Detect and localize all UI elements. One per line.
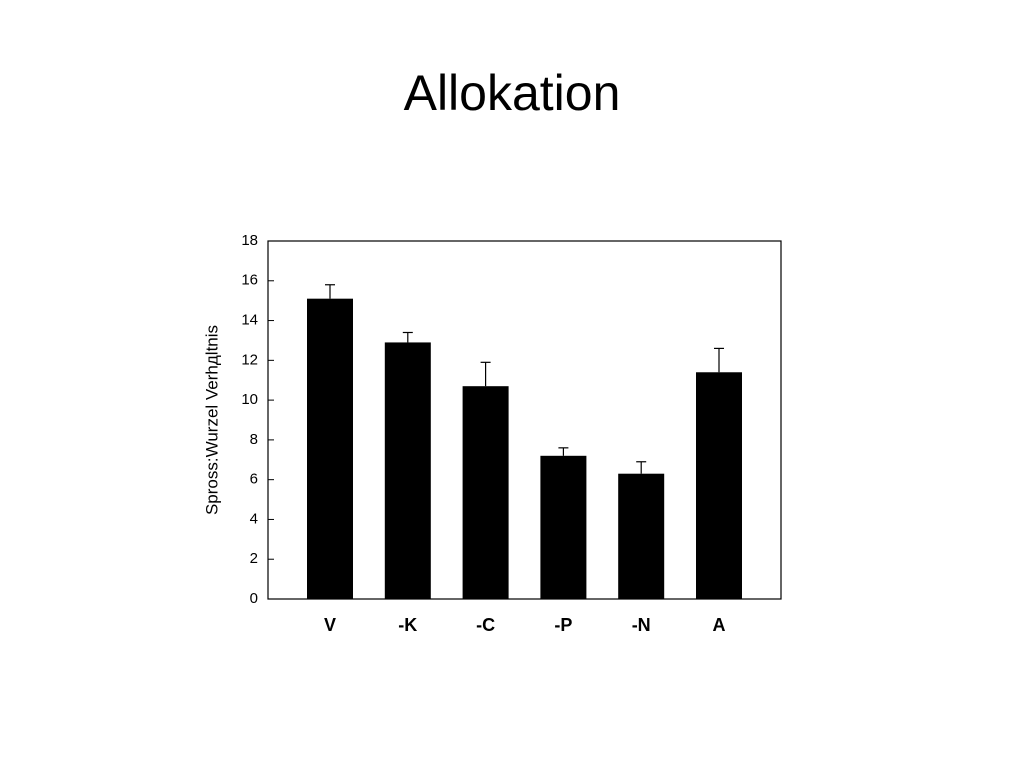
x-tick-label: -P [554,615,572,635]
y-tick-label: 0 [250,590,258,607]
y-tick-label: 18 [241,232,258,249]
bar [307,298,353,599]
y-tick-label: 16 [241,272,258,289]
y-tick-label: 2 [250,550,258,567]
y-tick-label: 10 [241,391,258,408]
bar [384,342,431,599]
x-tick-label: -N [632,615,651,635]
bar [618,473,665,599]
y-tick-label: 12 [241,351,258,368]
y-tick-label: 6 [250,471,258,488]
x-tick-label: V [324,615,336,635]
x-tick-label: -K [398,615,417,635]
bar [540,455,587,599]
plot-frame [267,240,782,600]
bar [696,372,742,599]
y-axis-label: Spross:Wurzel Verhдltnis [202,325,221,515]
y-tick-label: 4 [250,510,258,527]
y-tick-label: 14 [241,312,258,329]
bar [462,386,509,599]
y-tick-label: 8 [250,431,258,448]
chart-title: Allokation [404,65,621,121]
x-tick-label: A [713,615,726,635]
x-tick-label: -C [476,615,495,635]
